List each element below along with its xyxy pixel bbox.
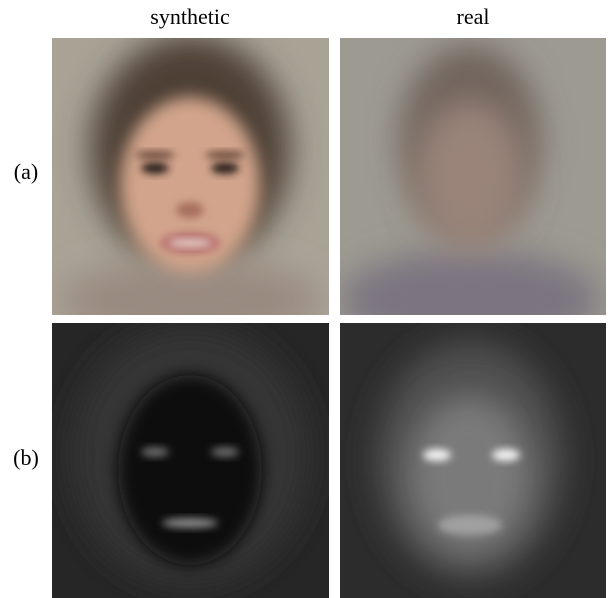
- row-label: (a): [14, 159, 38, 184]
- synthetic-variance-image: [52, 323, 329, 598]
- page: synthetic real (a) (b): [0, 0, 608, 598]
- row-label: (b): [13, 445, 39, 470]
- synthetic-mean-image: [52, 35, 329, 340]
- real-variance-image: [340, 323, 606, 598]
- real-mean-image: [340, 38, 606, 350]
- column-label: synthetic: [150, 4, 230, 29]
- figure: synthetic real (a) (b): [0, 0, 608, 598]
- column-label: real: [457, 4, 490, 29]
